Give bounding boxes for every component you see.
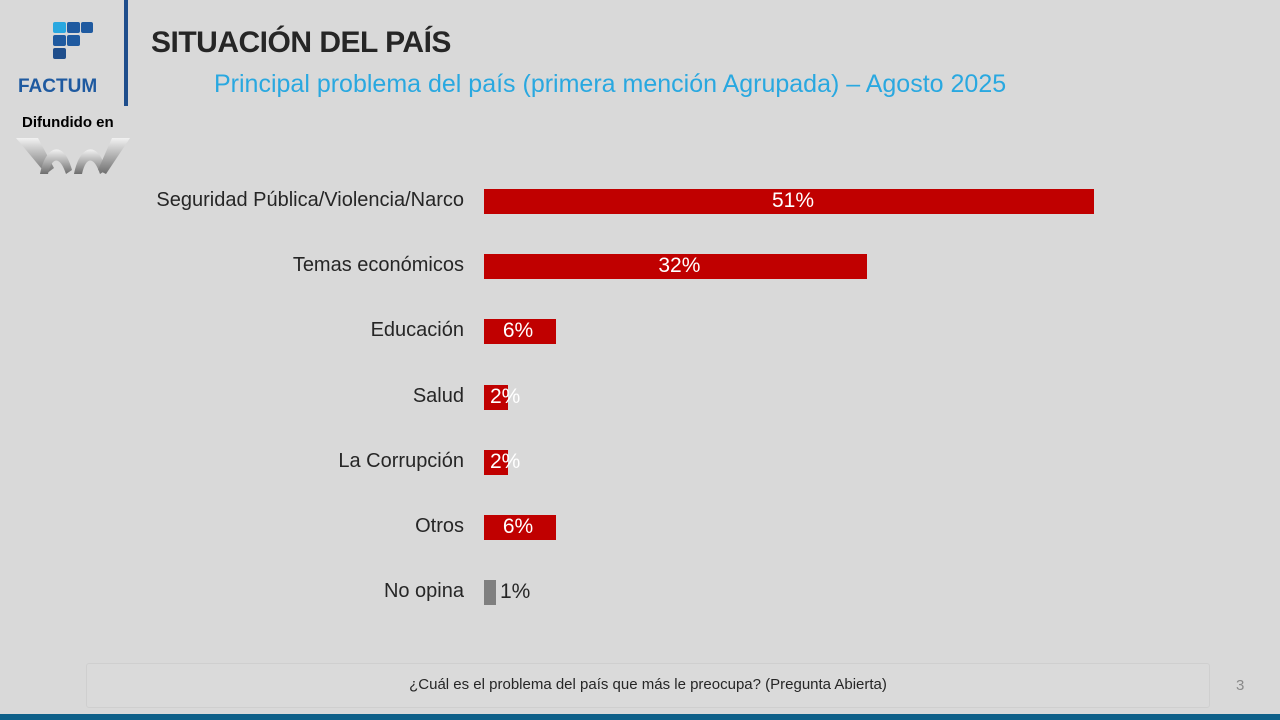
bar <box>484 515 556 540</box>
factum-logo-icon <box>53 22 93 59</box>
category-label: Educación <box>370 319 464 342</box>
bar <box>484 319 556 345</box>
value-label: 51% <box>772 189 815 212</box>
category-label: Seguridad Pública/Violencia/Narco <box>156 189 464 211</box>
value-label: 2% <box>490 384 521 408</box>
category-label: Temas económicos <box>292 254 464 277</box>
value-label: 2% <box>490 449 521 473</box>
page-title: SITUACIÓN DEL PAÍS <box>151 26 451 59</box>
category-label: Salud <box>412 384 464 407</box>
chart-subtitle: Principal problema del país (primera men… <box>214 70 1007 98</box>
category-label: Otros <box>415 515 464 537</box>
bar <box>484 580 496 606</box>
bar <box>484 449 508 475</box>
category-label: La Corrupción <box>338 449 464 472</box>
value-label: 32% <box>658 254 701 278</box>
header-divider <box>124 0 128 106</box>
bar <box>484 254 867 280</box>
page-number: 3 <box>1236 677 1245 694</box>
bottom-accent-bar <box>0 714 1280 720</box>
question-text: ¿Cuál es el problema del país que más le… <box>409 676 887 693</box>
value-label: 6% <box>502 515 534 538</box>
question-footer: ¿Cuál es el problema del país que más le… <box>86 663 1210 708</box>
category-label: No opina <box>383 580 464 603</box>
bar <box>484 189 1094 214</box>
factum-wordmark: FACTUM <box>18 76 98 97</box>
bar <box>484 384 508 410</box>
w-logo-icon <box>16 138 130 174</box>
distributed-label: Difundido en <box>22 114 114 131</box>
value-label: 6% <box>502 319 534 343</box>
value-label: 1% <box>499 580 531 604</box>
